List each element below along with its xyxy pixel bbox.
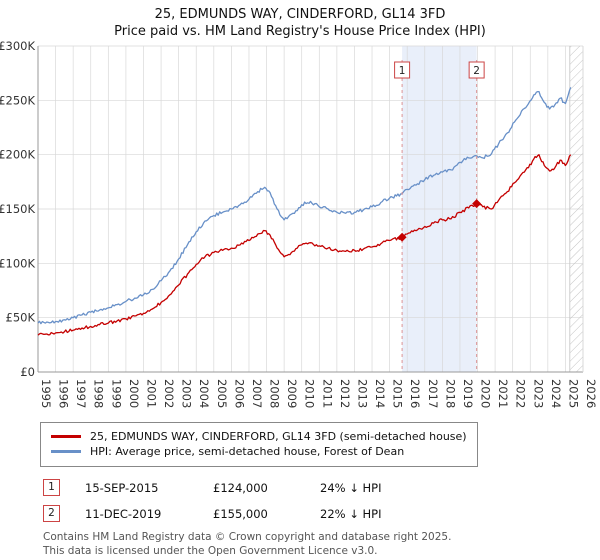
transaction-number-badge: 1 bbox=[43, 479, 60, 496]
transaction-list: 1 15-SEP-2015 £124,000 24% ↓ HPI 2 11-DE… bbox=[43, 479, 600, 522]
svg-text:£250K: £250K bbox=[0, 93, 35, 107]
page-title: 25, EDMUNDS WAY, CINDERFORD, GL14 3FD bbox=[154, 7, 446, 22]
svg-text:2022: 2022 bbox=[514, 379, 528, 408]
svg-text:2006: 2006 bbox=[232, 379, 246, 408]
svg-text:1995: 1995 bbox=[39, 379, 53, 408]
svg-text:2016: 2016 bbox=[408, 379, 422, 408]
svg-text:£150K: £150K bbox=[0, 202, 35, 216]
svg-text:2020: 2020 bbox=[479, 379, 493, 408]
svg-text:2004: 2004 bbox=[197, 379, 211, 408]
svg-text:2015: 2015 bbox=[391, 379, 405, 408]
svg-text:2025: 2025 bbox=[566, 379, 580, 408]
svg-text:2007: 2007 bbox=[250, 379, 264, 408]
svg-text:2014: 2014 bbox=[373, 379, 387, 408]
transaction-hpi-diff: 24% ↓ HPI bbox=[320, 480, 382, 495]
chart-legend: 25, EDMUNDS WAY, CINDERFORD, GL14 3FD (s… bbox=[40, 422, 478, 467]
svg-text:1997: 1997 bbox=[74, 379, 88, 408]
legend-label-price-paid: 25, EDMUNDS WAY, CINDERFORD, GL14 3FD (s… bbox=[90, 430, 467, 443]
svg-text:£0: £0 bbox=[20, 365, 35, 379]
legend-item-price-paid: 25, EDMUNDS WAY, CINDERFORD, GL14 3FD (s… bbox=[51, 430, 467, 443]
svg-text:2009: 2009 bbox=[285, 379, 299, 408]
transaction-date: 15-SEP-2015 bbox=[85, 480, 159, 495]
svg-text:2019: 2019 bbox=[461, 379, 475, 408]
legend-item-hpi: HPI: Average price, semi-detached house,… bbox=[51, 445, 467, 458]
svg-text:2018: 2018 bbox=[443, 379, 457, 408]
price-paid-line-swatch bbox=[51, 435, 81, 438]
transaction-row: 1 15-SEP-2015 £124,000 24% ↓ HPI bbox=[43, 479, 600, 496]
license-line-1: Contains HM Land Registry data © Crown c… bbox=[43, 531, 452, 543]
svg-text:1996: 1996 bbox=[57, 379, 71, 408]
svg-text:2023: 2023 bbox=[531, 379, 545, 408]
svg-text:1998: 1998 bbox=[92, 379, 106, 408]
svg-text:£200K: £200K bbox=[0, 148, 35, 162]
svg-text:2008: 2008 bbox=[268, 379, 282, 408]
svg-text:£300K: £300K bbox=[0, 40, 35, 53]
svg-text:2012: 2012 bbox=[338, 379, 352, 408]
transaction-price: £124,000 bbox=[213, 480, 268, 495]
license-note: Contains HM Land Registry data © Crown c… bbox=[43, 531, 600, 558]
svg-text:£50K: £50K bbox=[6, 311, 36, 325]
svg-text:2013: 2013 bbox=[355, 379, 369, 408]
chart-header: 25, EDMUNDS WAY, CINDERFORD, GL14 3FD Pr… bbox=[0, 0, 600, 40]
svg-text:2026: 2026 bbox=[584, 379, 598, 408]
svg-text:2021: 2021 bbox=[496, 379, 510, 408]
chart-subtitle: Price paid vs. HM Land Registry's House … bbox=[114, 24, 486, 39]
license-line-2: This data is licensed under the Open Gov… bbox=[43, 544, 378, 557]
svg-text:2003: 2003 bbox=[180, 379, 194, 408]
transaction-row: 2 11-DEC-2019 £155,000 22% ↓ HPI bbox=[43, 505, 600, 522]
legend-label-hpi: HPI: Average price, semi-detached house,… bbox=[90, 445, 405, 458]
transaction-date: 11-DEC-2019 bbox=[85, 506, 162, 521]
svg-text:2010: 2010 bbox=[303, 379, 317, 408]
svg-text:2024: 2024 bbox=[549, 379, 563, 408]
transaction-price: £155,000 bbox=[213, 506, 268, 521]
svg-text:2: 2 bbox=[473, 65, 480, 77]
price-chart[interactable]: £0 £50K £100K £150K £200K £250K £300K 1995 1996 1… bbox=[0, 39, 600, 416]
hpi-line-swatch bbox=[51, 450, 81, 453]
svg-text:1: 1 bbox=[399, 65, 406, 77]
transaction-hpi-diff: 22% ↓ HPI bbox=[320, 506, 382, 521]
svg-text:2011: 2011 bbox=[320, 379, 334, 408]
transaction-number-badge: 2 bbox=[43, 505, 60, 522]
svg-text:2002: 2002 bbox=[162, 379, 176, 408]
svg-text:2017: 2017 bbox=[426, 379, 440, 408]
svg-text:2001: 2001 bbox=[144, 379, 158, 408]
svg-text:1999: 1999 bbox=[109, 379, 123, 408]
svg-text:£100K: £100K bbox=[0, 256, 35, 270]
svg-text:2005: 2005 bbox=[215, 379, 229, 408]
svg-text:2000: 2000 bbox=[127, 379, 141, 408]
